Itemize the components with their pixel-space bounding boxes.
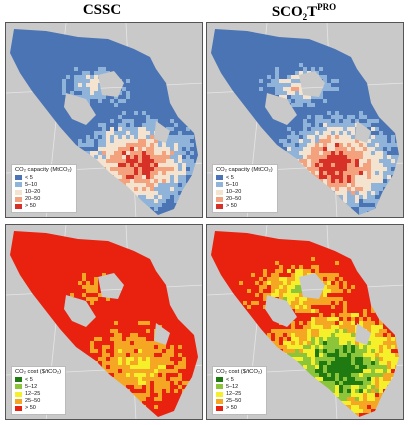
legend-label: > 50	[226, 203, 237, 210]
legend-label: < 5	[226, 376, 234, 383]
legend-item: 5–12	[15, 383, 61, 390]
legend-label: 10–20	[25, 189, 41, 196]
legend-label: 5–12	[25, 383, 38, 390]
legend-label: 12–25	[25, 391, 41, 398]
cost-cssc-legend: CO₂ cost ($/tCO₂) < 5 5–12 12–25 25–50 > 50	[11, 366, 67, 415]
legend-item: > 50	[216, 405, 262, 412]
legend-label: > 50	[226, 405, 237, 412]
legend-swatch	[216, 196, 223, 202]
legend-item: > 50	[15, 405, 61, 412]
legend-swatch	[216, 405, 223, 411]
legend-swatch	[15, 405, 22, 411]
legend-item: 20–50	[15, 196, 72, 203]
legend-label: < 5	[25, 376, 33, 383]
map-svg	[6, 23, 202, 217]
legend-item: 10–20	[216, 188, 273, 195]
legend-item: < 5	[216, 174, 273, 181]
cost-sco2tpro-legend: CO₂ cost ($/tCO₂) < 5 5–12 12–25 25–50 > 50	[212, 366, 268, 415]
legend-item: 12–25	[15, 390, 61, 397]
legend-label: 20–50	[25, 196, 41, 203]
legend-label: > 50	[25, 405, 36, 412]
capacity-sco2tpro-legend: CO₂ capacity (MtCO₂) < 5 5–10 10–20 20–50 > 5…	[212, 164, 278, 213]
legend-swatch	[216, 175, 223, 181]
legend-swatch	[216, 384, 223, 390]
capacity-cssc-legend: CO₂ capacity (MtCO₂) < 5 5–10 10–20 20–50 > 5…	[11, 164, 77, 213]
map-cost-cssc: CO₂ cost ($/tCO₂) < 5 5–12 12–25 25–50 > 50	[5, 224, 203, 420]
legend-item: 25–50	[216, 398, 262, 405]
legend-swatch	[15, 391, 22, 397]
title-cssc: CSSC	[82, 2, 122, 18]
legend-swatch	[15, 384, 22, 390]
legend-item: 10–20	[15, 188, 72, 195]
legend-swatch	[216, 377, 223, 383]
legend-item: 20–50	[216, 196, 273, 203]
map-svg	[6, 225, 202, 419]
map-cost-sco2tpro: CO₂ cost ($/tCO₂) < 5 5–12 12–25 25–50 > 50	[206, 224, 404, 420]
map-capacity-cssc: CO₂ capacity (MtCO₂) < 5 5–10 10–20 20–50 > 5…	[5, 22, 203, 218]
title-sco2tpro: SCO2TPRO	[271, 2, 337, 22]
legend-label: 20–50	[226, 196, 242, 203]
legend-item: < 5	[15, 376, 61, 383]
legend-label: 25–50	[226, 398, 242, 405]
legend-swatch	[15, 189, 22, 195]
legend-item: 5–12	[216, 383, 262, 390]
map-capacity-sco2tpro: CO₂ capacity (MtCO₂) < 5 5–10 10–20 20–50 > 5…	[206, 22, 404, 218]
legend-swatch	[15, 196, 22, 202]
legend-swatch	[216, 189, 223, 195]
legend-label: 5–10	[25, 181, 38, 188]
legend-swatch	[15, 377, 22, 383]
legend-item: 5–10	[216, 181, 273, 188]
legend-item: > 50	[216, 203, 273, 210]
legend-item: > 50	[15, 203, 72, 210]
legend-label: 10–20	[226, 189, 242, 196]
legend-swatch	[15, 182, 22, 188]
legend-swatch	[216, 182, 223, 188]
legend-swatch	[216, 391, 223, 397]
legend-item: 12–25	[216, 390, 262, 397]
legend-item: < 5	[15, 174, 72, 181]
legend-swatch	[15, 398, 22, 404]
legend-swatch	[216, 203, 223, 209]
legend-swatch	[15, 203, 22, 209]
legend-title: CO₂ cost ($/tCO₂)	[15, 369, 62, 376]
legend-swatch	[216, 398, 223, 404]
legend-label: > 50	[25, 203, 36, 210]
legend-label: 12–25	[226, 391, 242, 398]
legend-item: 25–50	[15, 398, 61, 405]
legend-label: < 5	[226, 174, 234, 181]
legend-item: < 5	[216, 376, 262, 383]
legend-label: < 5	[25, 174, 33, 181]
legend-item: 5–10	[15, 181, 72, 188]
legend-label: 5–10	[226, 181, 239, 188]
legend-label: 5–12	[226, 383, 239, 390]
legend-title: CO₂ cost ($/tCO₂)	[216, 369, 263, 376]
legend-swatch	[15, 175, 22, 181]
legend-title: CO₂ capacity (MtCO₂)	[15, 167, 72, 174]
legend-title: CO₂ capacity (MtCO₂)	[216, 167, 273, 174]
legend-label: 25–50	[25, 398, 41, 405]
